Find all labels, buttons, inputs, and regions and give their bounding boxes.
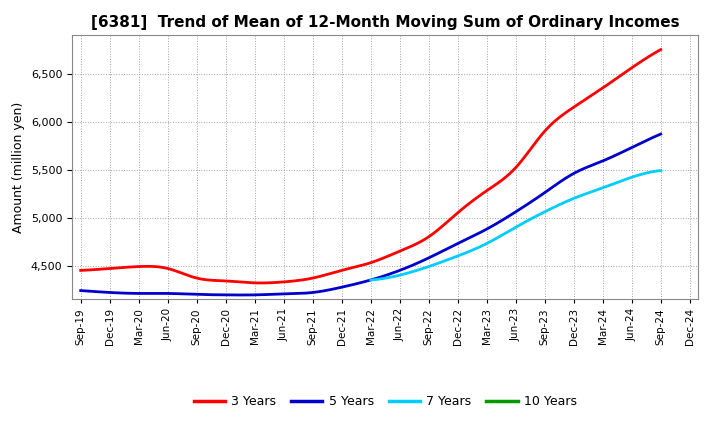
Line: 3 Years: 3 Years [81, 50, 661, 283]
5 Years [657, 132, 665, 137]
3 Years [78, 268, 87, 273]
3 Years [433, 227, 442, 233]
5 Years [422, 257, 431, 262]
7 Years [539, 210, 548, 215]
5 Years [76, 288, 85, 293]
7 Years [544, 207, 552, 213]
5 Years [238, 292, 246, 297]
5 Years [567, 172, 576, 177]
Title: [6381]  Trend of Mean of 12-Month Moving Sum of Ordinary Incomes: [6381] Trend of Mean of 12-Month Moving … [91, 15, 680, 30]
7 Years [366, 277, 375, 282]
3 Years [604, 81, 613, 87]
3 Years [567, 106, 576, 111]
3 Years [422, 236, 431, 241]
7 Years [657, 168, 665, 173]
3 Years [76, 268, 85, 273]
3 Years [257, 280, 266, 286]
5 Years [433, 251, 442, 256]
7 Years [629, 174, 638, 180]
Legend: 3 Years, 5 Years, 7 Years, 10 Years: 3 Years, 5 Years, 7 Years, 10 Years [189, 390, 582, 413]
Y-axis label: Amount (million yen): Amount (million yen) [12, 102, 25, 233]
7 Years [611, 180, 619, 186]
7 Years [538, 210, 546, 216]
5 Years [604, 156, 613, 161]
Line: 7 Years: 7 Years [371, 171, 661, 280]
Line: 5 Years: 5 Years [81, 134, 661, 295]
7 Years [367, 277, 376, 282]
3 Years [657, 47, 665, 52]
5 Years [423, 256, 432, 261]
3 Years [423, 235, 432, 240]
5 Years [78, 288, 87, 293]
